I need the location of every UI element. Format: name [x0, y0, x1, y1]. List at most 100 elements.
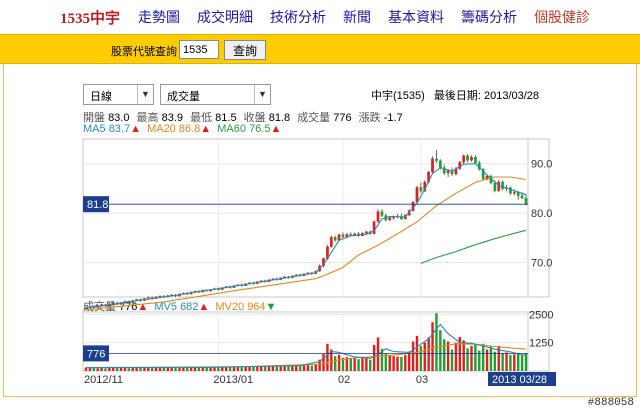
- candle-body: [497, 181, 501, 191]
- volume-bar: [154, 367, 158, 371]
- volume-bar: [232, 366, 236, 371]
- nav-chips[interactable]: 籌碼分析: [461, 9, 518, 25]
- volume-label: 成交量: [297, 112, 331, 124]
- volume-bar: [470, 346, 473, 371]
- query-bar: 股票代號查詢 查詢: [0, 34, 640, 64]
- volume-bar: [372, 344, 376, 371]
- nav-technical[interactable]: 技術分析: [270, 9, 327, 25]
- volume-bar: [306, 364, 310, 371]
- mv20-label: MV20: [215, 301, 245, 313]
- last-volume-label: 776: [87, 348, 105, 360]
- stock-brand-link[interactable]: 1535中宇: [60, 10, 121, 27]
- volume-bar: [115, 368, 119, 371]
- high-value: 83.9: [161, 112, 184, 124]
- volume-bar: [493, 351, 497, 371]
- volume-bar: [497, 346, 500, 371]
- ma20-value: 86.8: [178, 123, 201, 135]
- candle-body: [364, 231, 368, 234]
- nav-basic-info[interactable]: 基本資料: [388, 9, 445, 25]
- chevron-down-icon: ▼: [254, 85, 270, 104]
- volume-bar: [454, 342, 458, 371]
- low-label: 最低: [190, 112, 213, 124]
- triangle-up-icon: ▲: [270, 123, 282, 135]
- candle-body: [380, 211, 384, 216]
- volume-bar: [275, 366, 279, 371]
- last-price-badge: [83, 196, 109, 213]
- volume-bar: [127, 368, 131, 371]
- low-value: 81.5: [215, 112, 237, 124]
- candle-body: [493, 182, 497, 191]
- ma60-label: MA60: [217, 123, 246, 135]
- volume-bar: [205, 367, 208, 371]
- nav-news[interactable]: 新聞: [343, 9, 372, 25]
- volume-bar: [326, 343, 329, 371]
- indicator-select-value: 成交量: [167, 91, 200, 103]
- volume-bar: [186, 367, 189, 371]
- volume-bar: [446, 341, 450, 371]
- volume-bar: [333, 356, 337, 371]
- candle-body: [446, 170, 450, 174]
- last-price-label: 81.8: [87, 199, 108, 211]
- volume-bar: [228, 367, 232, 371]
- ma60-line: [420, 229, 527, 264]
- nav-diagnosis[interactable]: 個股健診: [534, 9, 591, 25]
- volume-bar: [501, 353, 504, 371]
- volume-bar: [112, 367, 115, 371]
- stock-code-input[interactable]: [179, 40, 219, 59]
- watermark-id: #888058: [587, 397, 634, 409]
- volume-bar: [287, 366, 290, 371]
- volume-bar: [478, 350, 481, 371]
- ma5-line: [85, 163, 527, 309]
- volume-bar: [474, 344, 477, 371]
- volume-bar: [260, 365, 263, 371]
- volume-bar: [119, 367, 123, 371]
- triangle-up-icon: ▲: [130, 123, 141, 135]
- candle-body: [431, 158, 434, 173]
- volume-bar: [400, 356, 403, 371]
- volume-bar: [298, 365, 302, 371]
- volume-bar: [158, 367, 162, 371]
- ma20-line: [85, 176, 527, 311]
- volume-bar: [489, 346, 493, 371]
- price-tick-label: 90.0: [531, 159, 552, 171]
- triangle-up-icon: ▲: [198, 301, 210, 313]
- mv5-line: [85, 323, 527, 369]
- candle-body: [158, 295, 162, 298]
- price-tick-label: 70.0: [531, 257, 552, 269]
- volume-bar: [236, 366, 240, 371]
- volume-bar: [244, 366, 247, 371]
- stock-name: 中宇(1535): [371, 90, 425, 102]
- volume-bar: [96, 368, 99, 371]
- volume-tick-label: 2500: [529, 309, 553, 321]
- high-label: 最高: [136, 112, 159, 124]
- price-plot-frame: [82, 138, 550, 298]
- volume-bar: [291, 365, 294, 371]
- indicator-select[interactable]: 成交量 ▼: [160, 84, 271, 105]
- volume-bar: [322, 353, 325, 371]
- volume-bar: [150, 367, 154, 371]
- period-select[interactable]: 日線 ▼: [83, 84, 154, 105]
- ohlc-line: 開盤 83.0 最高 83.9 最低 81.5 收盤 81.8 成交量 776 …: [83, 109, 403, 125]
- volume-bar: [369, 359, 372, 371]
- candle-body: [509, 187, 512, 194]
- period-select-value: 日線: [90, 91, 112, 103]
- volume-bar: [174, 367, 177, 371]
- vol-label: 成交量: [83, 301, 116, 313]
- ma60-value: 76.5: [249, 123, 271, 135]
- volume-bar: [361, 358, 364, 371]
- candle-body: [419, 187, 423, 192]
- x-tick-label: 02: [338, 374, 350, 386]
- volume-bar: [509, 355, 512, 371]
- volume-bar: [139, 367, 142, 371]
- volume-bar: [182, 366, 185, 371]
- nav-trades[interactable]: 成交明細: [197, 9, 254, 25]
- query-button[interactable]: 查詢: [224, 40, 266, 60]
- candle-body: [146, 297, 150, 299]
- volume-bar: [330, 349, 333, 371]
- volume-bar: [143, 367, 146, 371]
- volume-bar: [341, 357, 345, 371]
- candle-body: [388, 217, 392, 221]
- nav-trend[interactable]: 走勢圖: [138, 9, 181, 25]
- change-value: -1.7: [383, 112, 403, 124]
